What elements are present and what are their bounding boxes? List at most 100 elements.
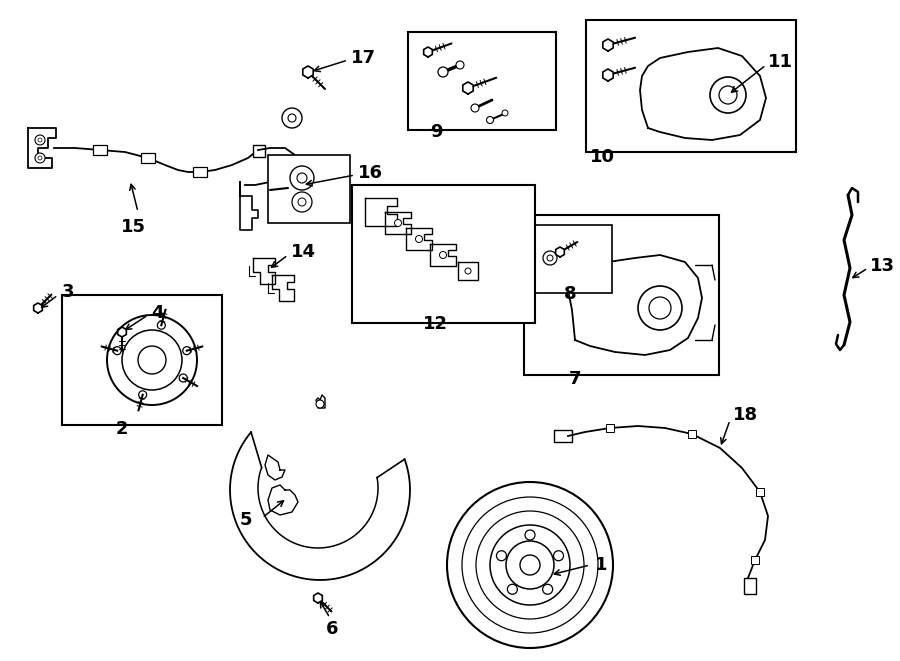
Circle shape <box>520 555 540 575</box>
Circle shape <box>35 153 45 163</box>
Circle shape <box>649 297 671 319</box>
Polygon shape <box>28 128 56 168</box>
Circle shape <box>316 400 324 408</box>
Circle shape <box>282 108 302 128</box>
Circle shape <box>158 321 166 329</box>
Circle shape <box>38 138 42 142</box>
Circle shape <box>394 219 401 227</box>
Circle shape <box>35 135 45 145</box>
Polygon shape <box>640 48 766 140</box>
Circle shape <box>183 346 191 355</box>
Text: 15: 15 <box>121 218 146 236</box>
Circle shape <box>138 346 166 374</box>
Polygon shape <box>253 258 275 284</box>
Bar <box>688 430 696 438</box>
Circle shape <box>456 61 464 69</box>
Circle shape <box>719 86 737 104</box>
Text: 10: 10 <box>590 148 615 166</box>
Circle shape <box>297 173 307 183</box>
Polygon shape <box>385 212 411 234</box>
Circle shape <box>288 114 296 122</box>
Circle shape <box>439 251 446 258</box>
Text: 1: 1 <box>595 556 608 574</box>
Circle shape <box>525 530 535 540</box>
Bar <box>268 155 350 223</box>
Bar <box>193 167 207 177</box>
Text: 8: 8 <box>563 285 576 303</box>
Circle shape <box>122 330 182 390</box>
Circle shape <box>502 110 508 116</box>
Polygon shape <box>430 244 456 266</box>
Polygon shape <box>314 593 322 603</box>
Bar <box>554 430 572 442</box>
Text: 17: 17 <box>351 49 376 67</box>
Circle shape <box>638 286 682 330</box>
Polygon shape <box>603 39 613 51</box>
Bar <box>253 145 265 157</box>
Bar <box>744 578 756 594</box>
Circle shape <box>487 116 493 124</box>
Polygon shape <box>424 47 432 57</box>
Circle shape <box>438 67 448 77</box>
Polygon shape <box>365 198 397 226</box>
Circle shape <box>471 104 479 112</box>
Text: 7: 7 <box>569 370 581 388</box>
Circle shape <box>710 77 746 113</box>
Circle shape <box>465 268 471 274</box>
Circle shape <box>462 497 598 633</box>
Bar <box>93 145 107 155</box>
Polygon shape <box>272 275 294 301</box>
Bar <box>606 424 614 432</box>
Text: 12: 12 <box>422 315 447 333</box>
Circle shape <box>554 551 563 561</box>
Circle shape <box>416 235 422 243</box>
Polygon shape <box>458 262 478 280</box>
Bar <box>530 225 612 293</box>
Circle shape <box>107 315 197 405</box>
Circle shape <box>113 346 122 355</box>
Text: 3: 3 <box>62 283 75 301</box>
Polygon shape <box>463 82 473 94</box>
Bar <box>586 20 796 152</box>
Polygon shape <box>118 327 126 337</box>
Circle shape <box>476 511 584 619</box>
Bar <box>352 185 535 323</box>
Circle shape <box>490 525 570 605</box>
Polygon shape <box>240 182 258 230</box>
Text: 11: 11 <box>768 53 793 71</box>
Circle shape <box>298 198 306 206</box>
Polygon shape <box>406 228 432 250</box>
Text: 6: 6 <box>326 620 338 638</box>
Text: 13: 13 <box>870 257 895 275</box>
Text: 2: 2 <box>116 420 128 438</box>
Bar <box>62 295 222 425</box>
Circle shape <box>179 374 187 382</box>
Polygon shape <box>603 69 613 81</box>
Circle shape <box>508 584 518 594</box>
Bar <box>756 488 764 496</box>
Text: 18: 18 <box>733 406 758 424</box>
Circle shape <box>543 584 553 594</box>
Text: 9: 9 <box>430 123 443 141</box>
Bar <box>141 153 155 163</box>
Circle shape <box>497 551 507 561</box>
Polygon shape <box>302 66 313 78</box>
Bar <box>751 556 759 564</box>
Polygon shape <box>555 247 564 257</box>
Circle shape <box>38 156 42 160</box>
Text: 5: 5 <box>239 511 252 529</box>
Bar <box>524 215 719 375</box>
Circle shape <box>290 166 314 190</box>
Text: 14: 14 <box>291 243 316 261</box>
Circle shape <box>547 255 553 261</box>
Polygon shape <box>568 255 702 355</box>
Circle shape <box>506 541 554 589</box>
Circle shape <box>543 251 557 265</box>
Circle shape <box>292 192 312 212</box>
Circle shape <box>447 482 613 648</box>
Text: 4: 4 <box>151 304 164 322</box>
Polygon shape <box>33 303 42 313</box>
Bar <box>408 32 556 130</box>
Text: 16: 16 <box>358 164 383 182</box>
Circle shape <box>139 391 147 399</box>
